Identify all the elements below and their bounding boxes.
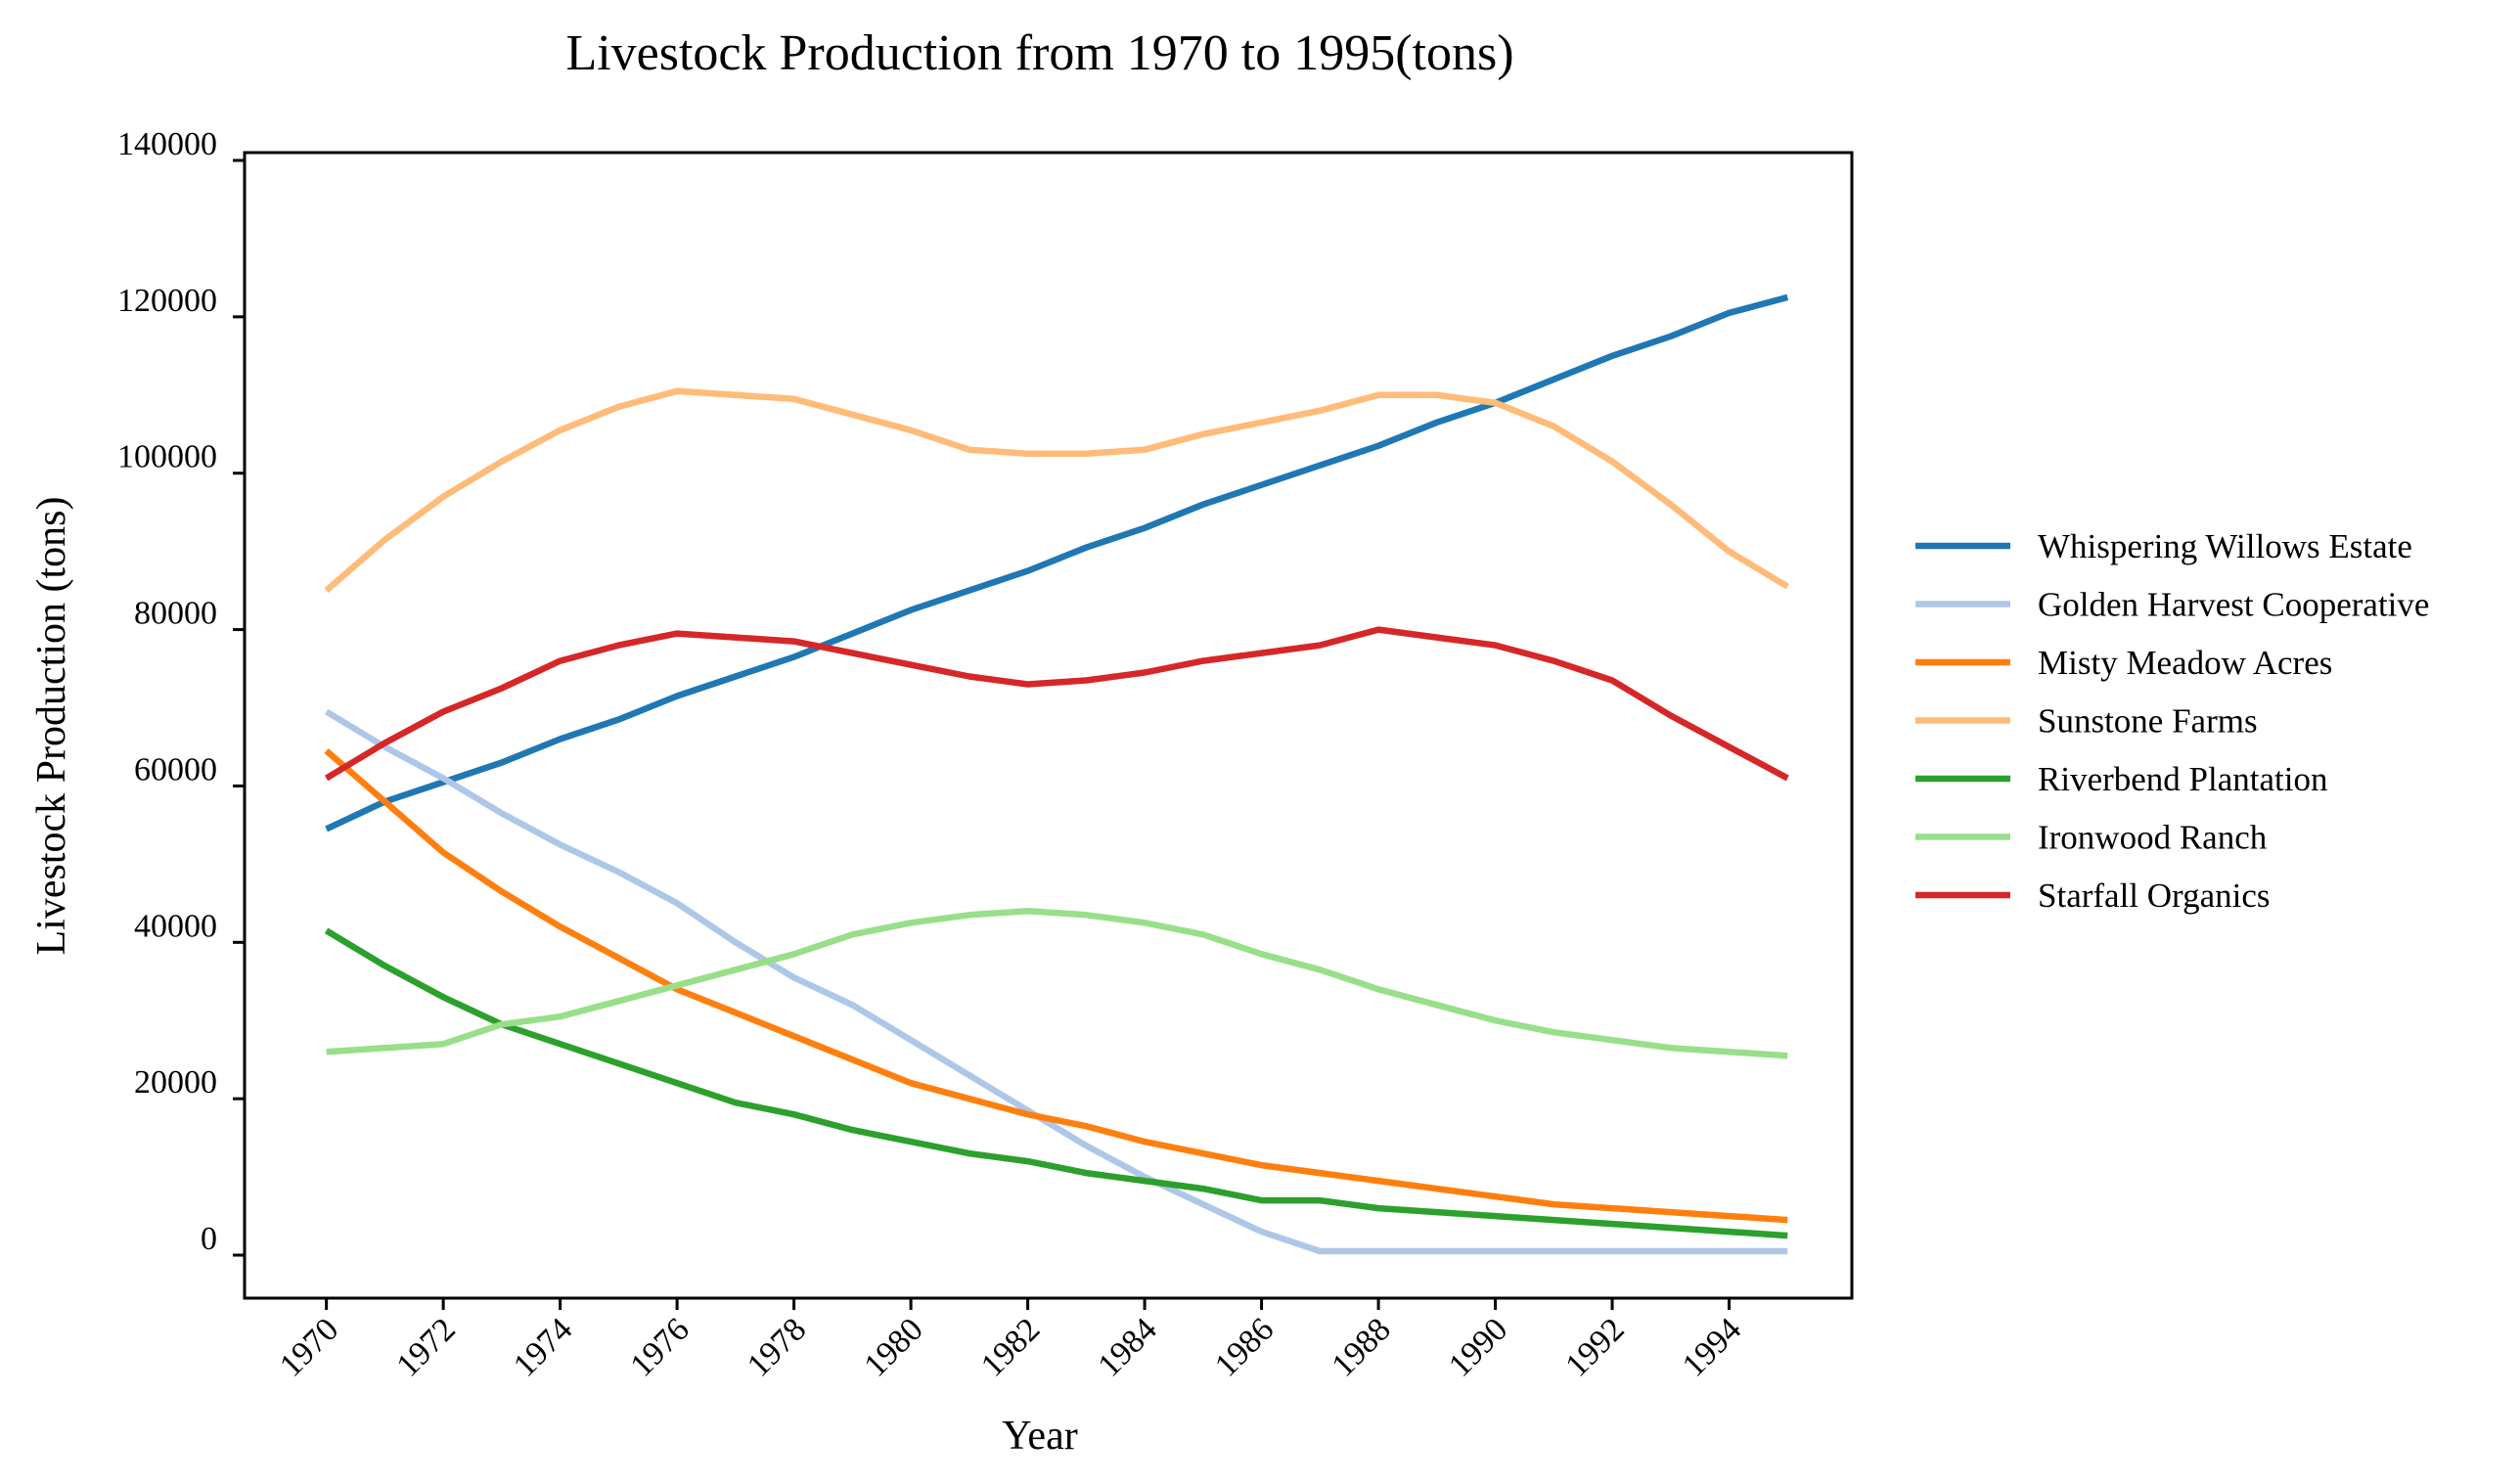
plot-frame xyxy=(243,151,1854,1300)
x-tick-label: 1992 xyxy=(1558,1311,1631,1383)
x-tick-label: 1974 xyxy=(507,1311,579,1383)
legend-label: Sunstone Farms xyxy=(2038,702,2258,741)
x-tick-label: 1980 xyxy=(858,1311,930,1383)
legend: Whispering Willows Estate Golden Harvest … xyxy=(1915,527,2429,915)
x-tick-label: 1976 xyxy=(624,1311,697,1383)
x-axis-label: Year xyxy=(1002,1414,1077,1459)
series-line-1 xyxy=(325,293,1789,832)
x-tick-label: 1990 xyxy=(1442,1311,1514,1383)
y-tick-label: 140000 xyxy=(117,126,217,162)
y-tick-label: 100000 xyxy=(117,439,217,475)
x-tick-label: 1986 xyxy=(1208,1311,1281,1383)
x-tick-label: 1982 xyxy=(974,1311,1047,1383)
chart-title: Livestock Production from 1970 to 1995(t… xyxy=(565,25,1513,81)
y-tick-label: 40000 xyxy=(134,908,217,944)
series-line-4 xyxy=(324,387,1789,594)
x-tick-label: 1984 xyxy=(1092,1311,1164,1383)
legend-label: Riverbend Plantation xyxy=(2038,760,2327,798)
legend-label: Misty Meadow Acres xyxy=(2038,644,2332,682)
legend-label: Golden Harvest Cooperative xyxy=(2038,586,2429,624)
series-line-6 xyxy=(326,908,1788,1059)
series-line-2 xyxy=(324,708,1788,1255)
y-axis-label: Livestock Production (tons) xyxy=(29,497,74,956)
legend-label: Whispering Willows Estate xyxy=(2038,527,2412,565)
x-tick-label: 1970 xyxy=(273,1311,345,1383)
x-tick-label: 1978 xyxy=(741,1311,813,1383)
y-tick-label: 60000 xyxy=(134,751,217,787)
x-tick-label: 1994 xyxy=(1676,1311,1748,1383)
y-tick-label: 0 xyxy=(201,1221,217,1257)
y-tick-label: 120000 xyxy=(117,283,217,319)
y-axis: 0 20000 40000 60000 80000 100000 120000 140000 xyxy=(117,126,245,1257)
series-line-5 xyxy=(324,927,1788,1239)
plot-area xyxy=(243,151,1854,1300)
x-axis: 1970 1972 1974 1976 1978 1980 1982 1984 1986 1988… xyxy=(273,1298,1748,1384)
x-tick-label: 1988 xyxy=(1326,1311,1398,1383)
legend-label: Starfall Organics xyxy=(2038,877,2270,915)
legend-label: Ironwood Ranch xyxy=(2038,819,2268,857)
x-tick-label: 1972 xyxy=(390,1311,463,1383)
y-tick-label: 80000 xyxy=(134,596,217,632)
y-tick-label: 20000 xyxy=(134,1064,217,1101)
series-line-3 xyxy=(324,748,1788,1224)
series-line-7 xyxy=(324,626,1789,782)
